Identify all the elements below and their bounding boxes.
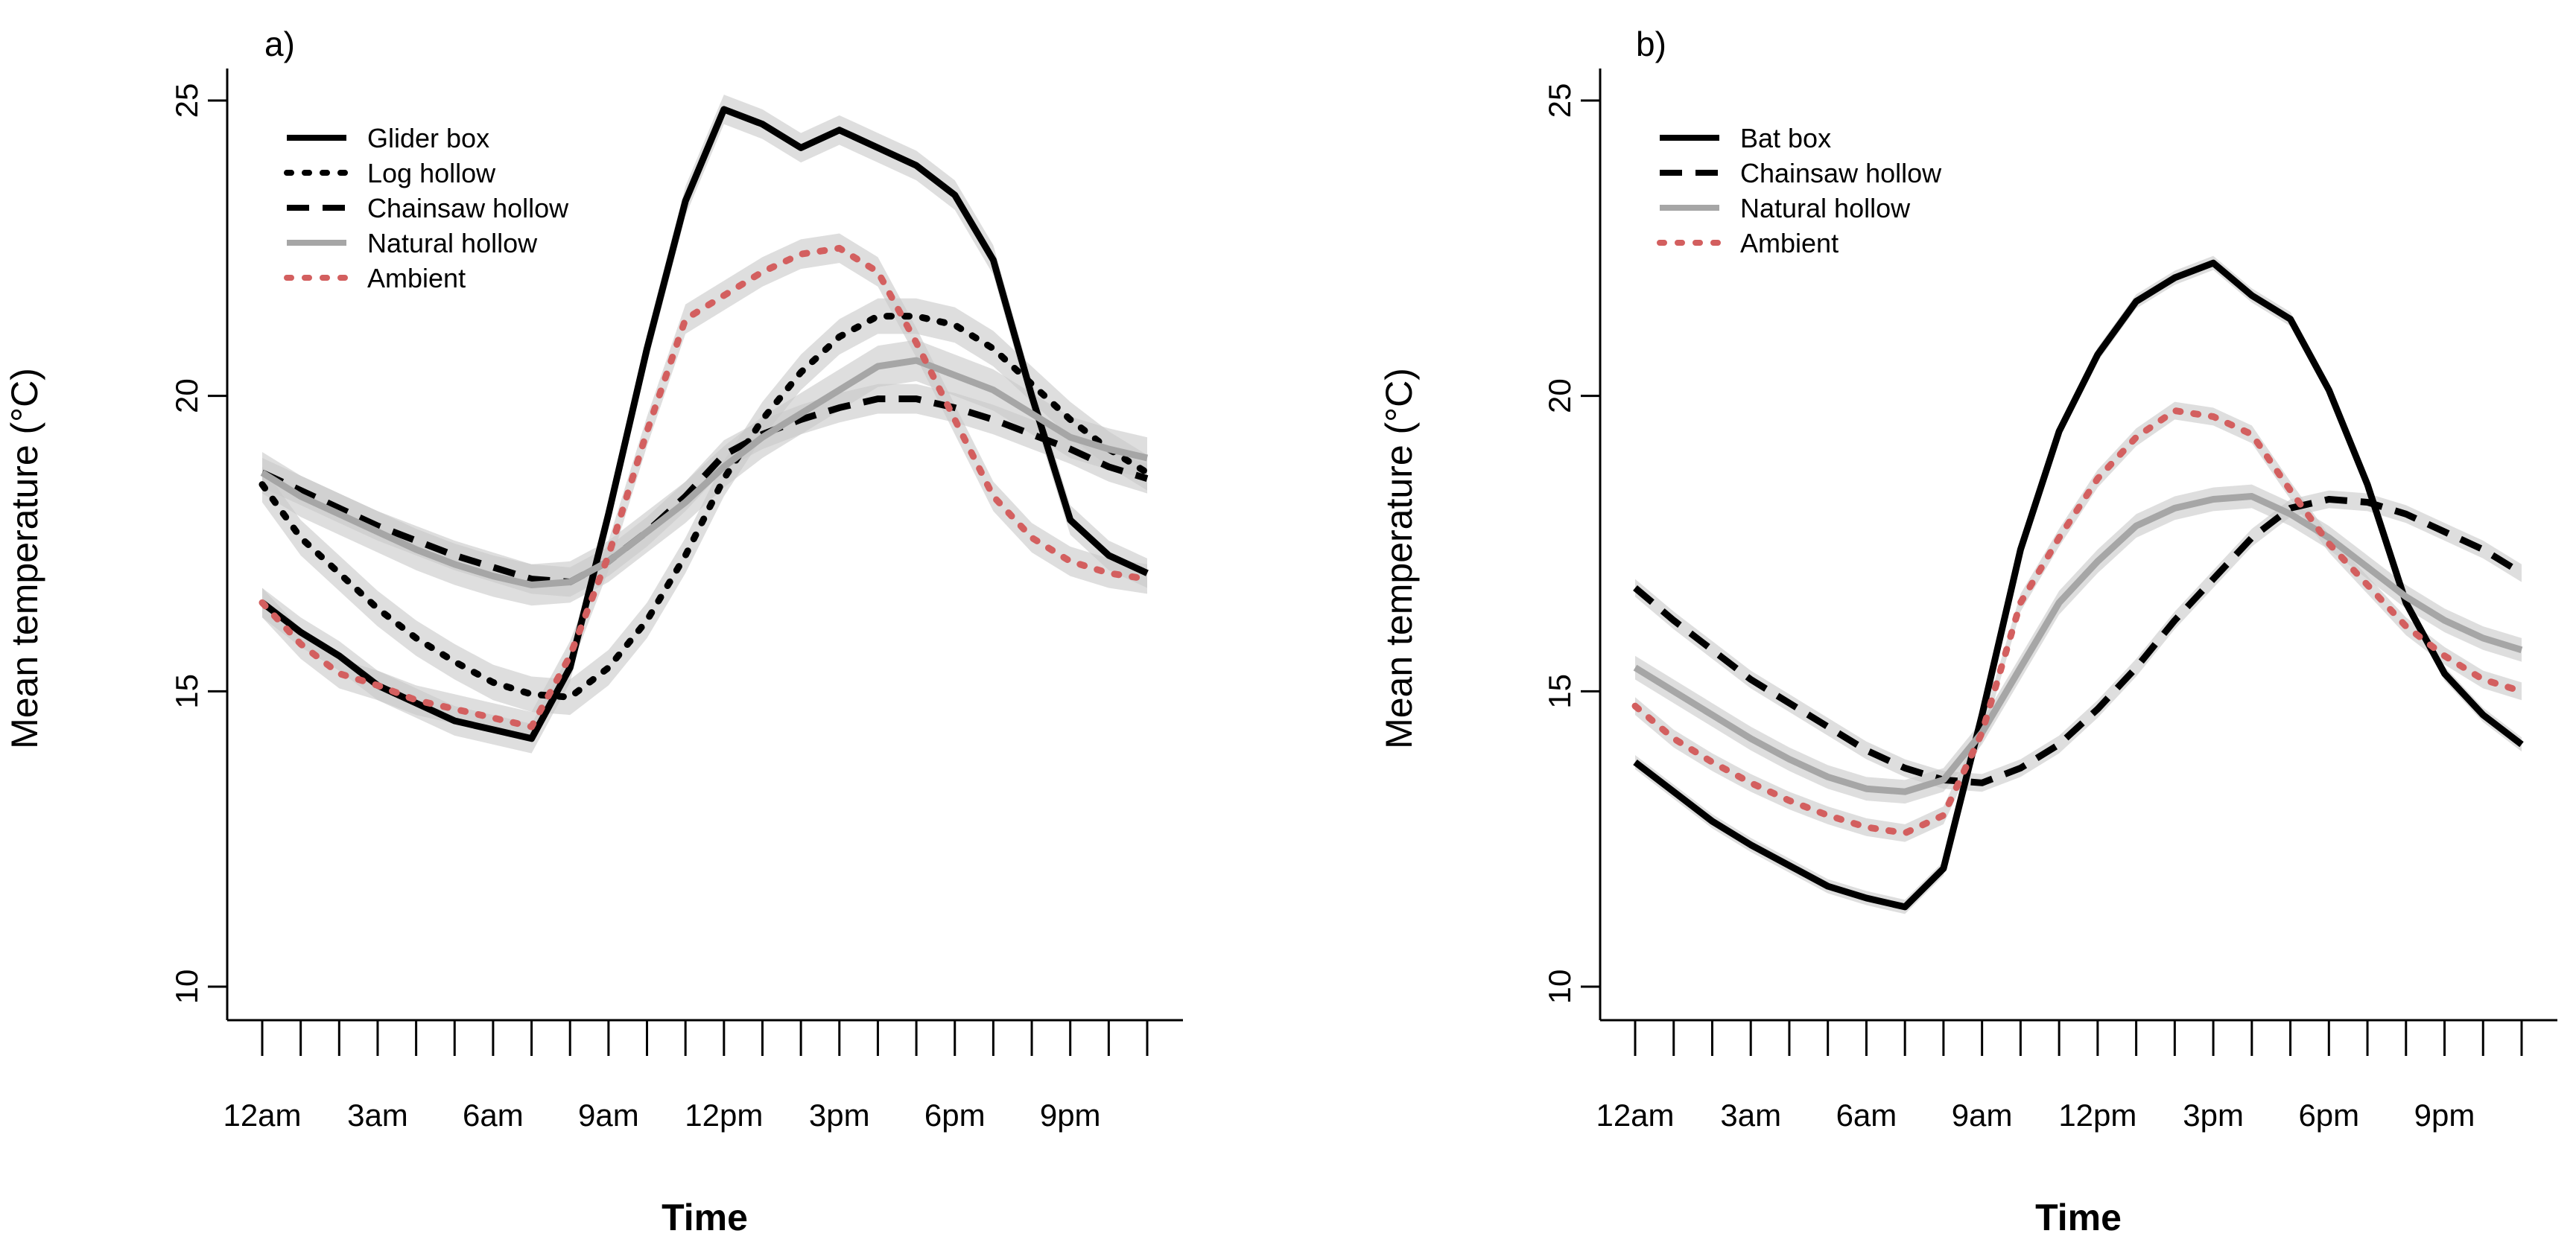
legend-label: Glider box [367,123,489,153]
y-tick-label: 25 [1542,83,1577,118]
legend-label: Ambient [367,263,466,293]
x-tick-label: 9pm [2414,1098,2475,1133]
x-tick-label: 6am [463,1098,524,1133]
confidence-band [1635,401,2522,842]
confidence-band [1635,490,2522,792]
legend-label: Chainsaw hollow [367,193,569,223]
series-line-ambient [1631,407,2525,837]
series-line-natural-hollow [260,357,1149,589]
y-tick-label: 20 [1542,378,1577,413]
y-axis-title: Mean temperature (°C) [1378,368,1420,749]
panel-label: a) [264,25,295,63]
x-tick-label: 3pm [2183,1098,2244,1133]
confidence-band [262,298,1147,716]
legend-label: Natural hollow [1740,193,1911,223]
x-tick-label: 12am [1596,1098,1674,1133]
y-tick-label: 10 [169,970,204,1005]
series-line-log-hollow [258,313,1151,701]
x-tick-label: 9am [1952,1098,2013,1133]
panel-a: a) 10 15 20 25 Mean temperature (°C) 12am 3am 6a… [4,25,1183,1238]
y-tick-label: 25 [169,83,204,118]
panel-b: b) 10 15 20 25 Mean temperature (°C) 12am 3am 6a… [1378,25,2557,1238]
x-tick-label: 12am [223,1098,301,1133]
series-line-ambient [258,244,1151,731]
legend-label: Ambient [1740,228,1839,258]
x-axis-title: Time [2035,1197,2122,1238]
series-line-natural-hollow [1633,493,2523,795]
legend-label: Log hollow [367,158,496,188]
y-tick-label: 15 [1542,674,1577,709]
series-line-chainsaw-hollow [261,395,1149,586]
x-tick-label: 6pm [924,1098,986,1133]
legend-label: Chainsaw hollow [1740,158,1942,188]
series-line-chainsaw-hollow [1633,496,2524,786]
y-tick-label: 15 [169,674,204,709]
x-tick-label: 6pm [2298,1098,2359,1133]
x-tick-label: 3am [347,1098,408,1133]
x-tick-label: 3pm [809,1098,870,1133]
legend-label: Bat box [1740,123,1831,153]
x-tick-label: 9am [578,1098,639,1133]
x-tick-label: 3am [1720,1098,1781,1133]
y-axis-title: Mean temperature (°C) [4,368,45,749]
panel-label: b) [1636,25,1666,63]
y-tick-label: 10 [1542,970,1577,1005]
x-tick-label: 9pm [1040,1098,1101,1133]
x-tick-label: 12pm [685,1098,763,1133]
x-tick-label: 6am [1836,1098,1897,1133]
x-tick-label: 12pm [2058,1098,2136,1133]
legend-label: Natural hollow [367,228,538,258]
y-tick-label: 20 [169,378,204,413]
x-axis-title: Time [662,1197,748,1238]
